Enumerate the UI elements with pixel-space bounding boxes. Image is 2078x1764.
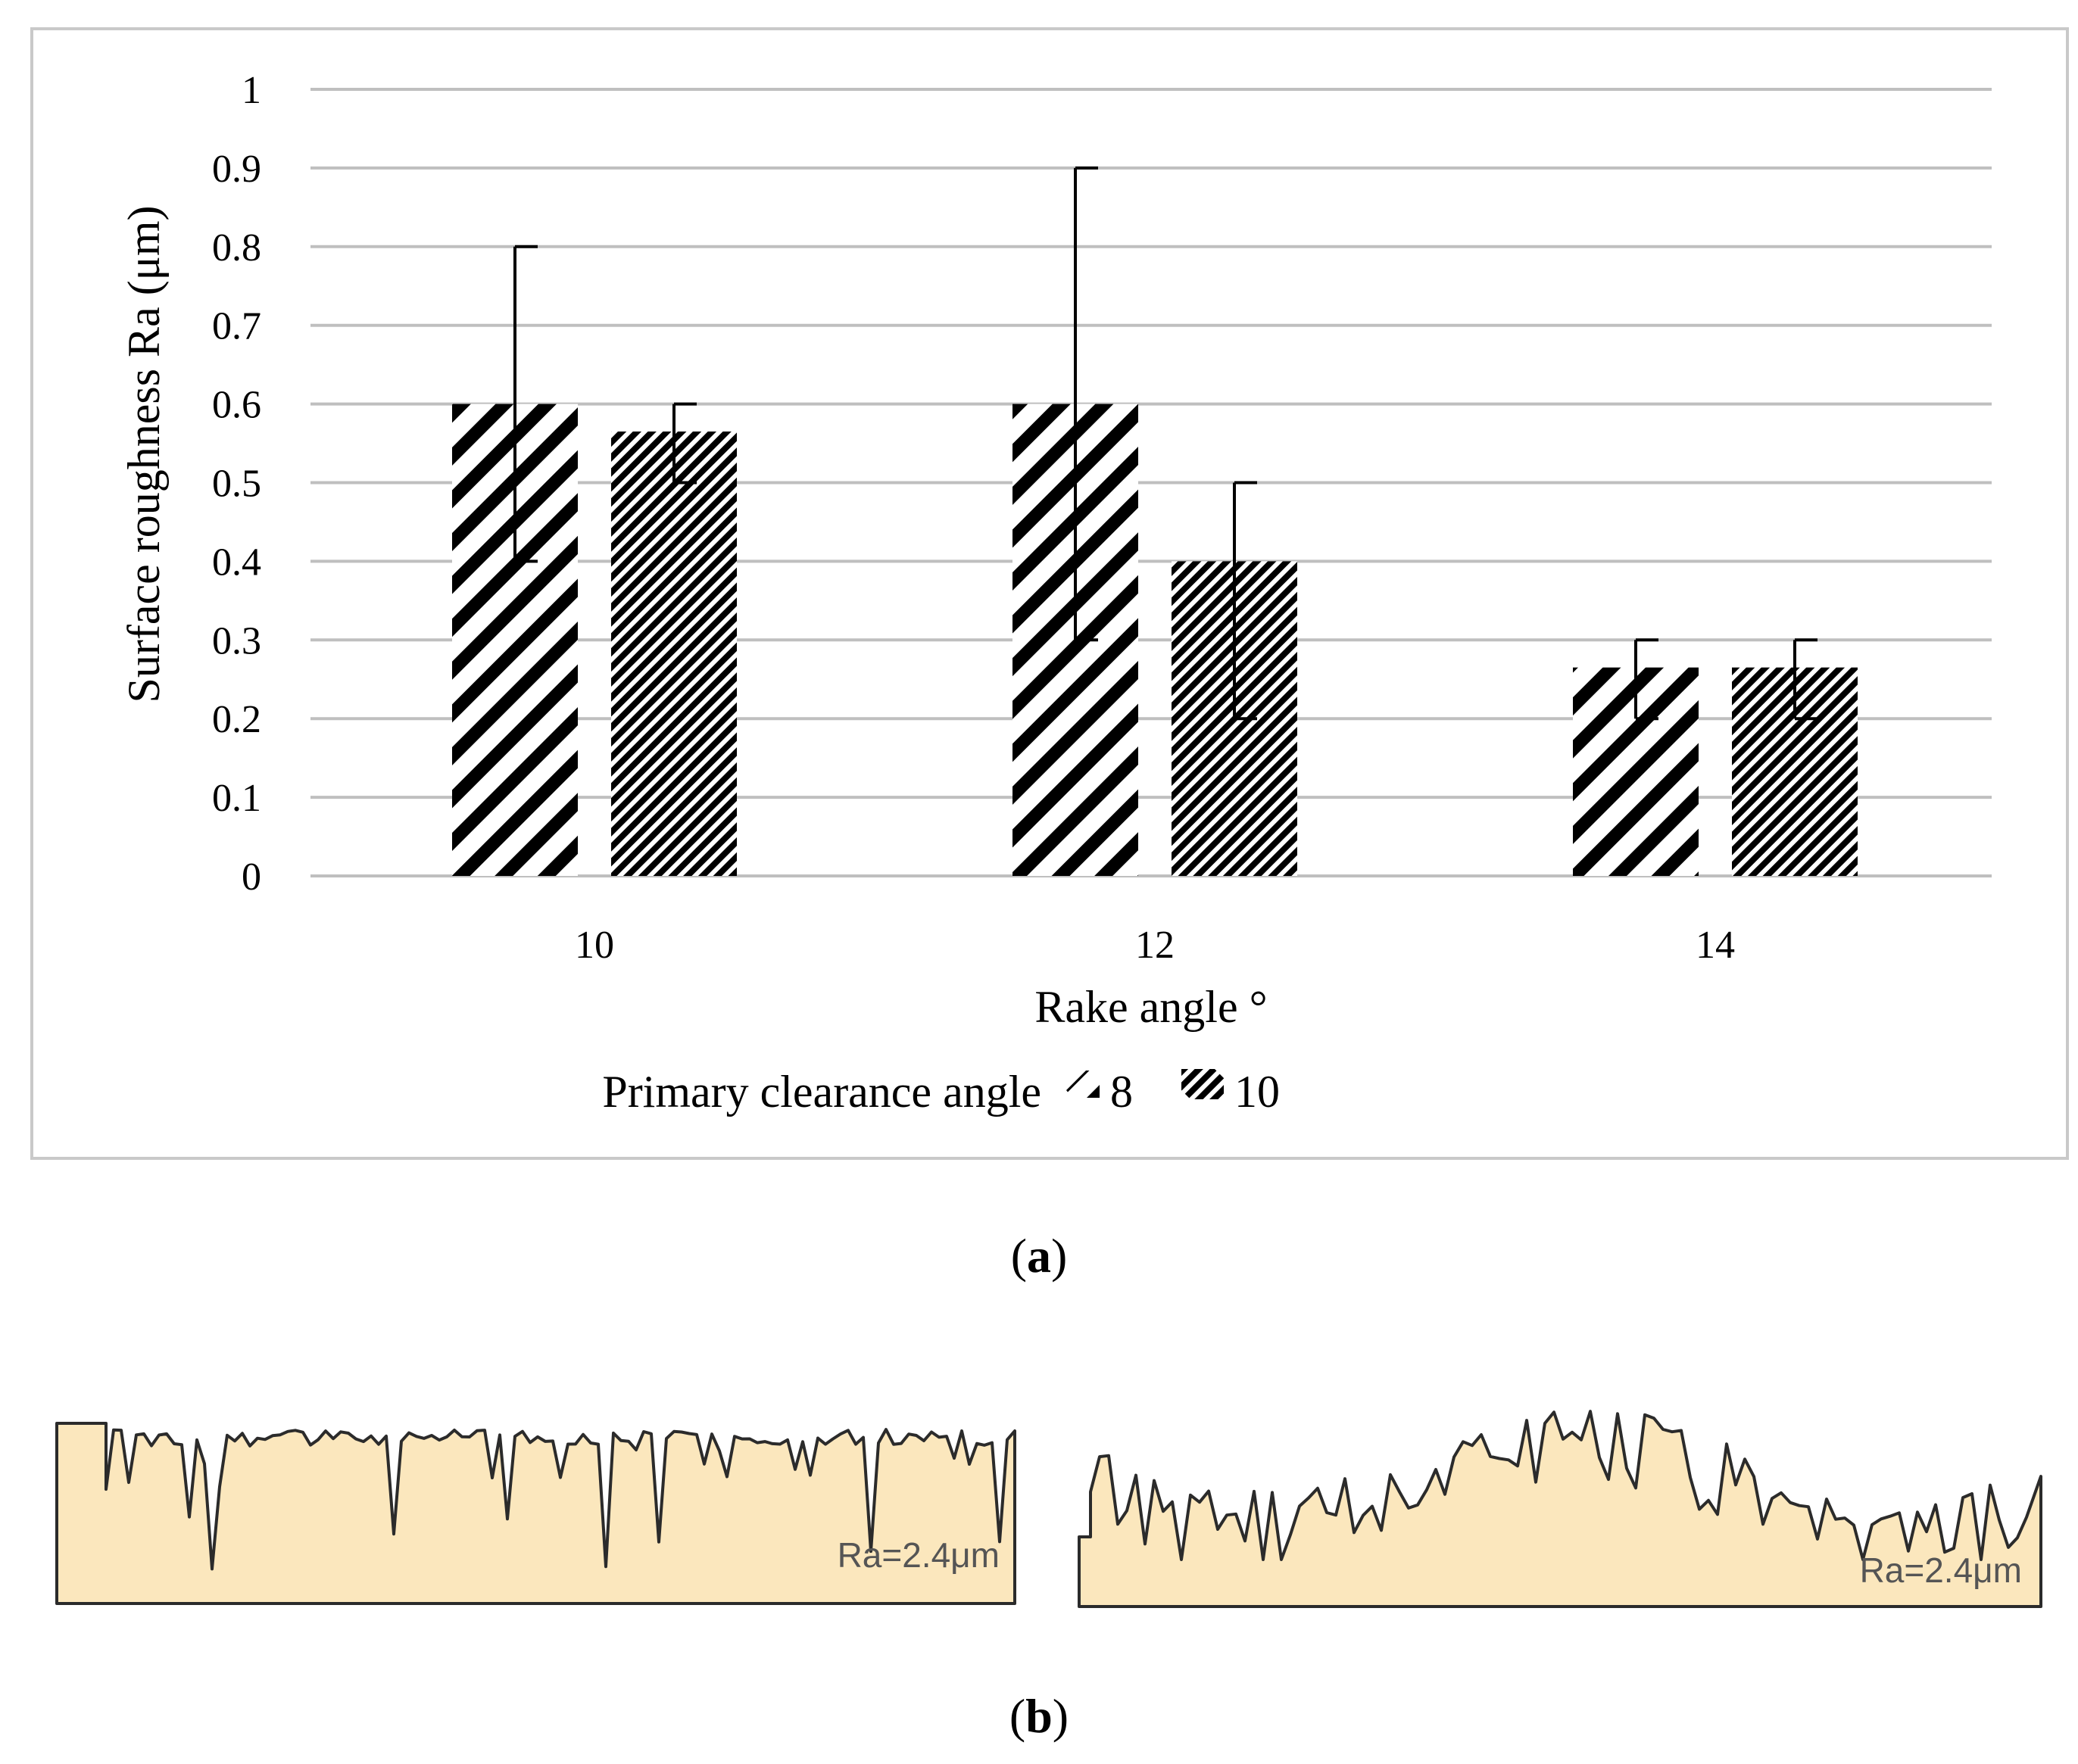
x-axis-title: Rake angle °	[1034, 982, 1267, 1032]
profile-right-ra-label: Ra=2.4μm	[1860, 1551, 2022, 1590]
y-tick-label: 0.8	[212, 226, 261, 270]
caption-b-close: )	[1053, 1689, 1069, 1743]
caption-a: (a)	[1011, 1229, 1068, 1282]
caption-b-open: (	[1009, 1689, 1025, 1743]
legend-label-10: 10	[1234, 1067, 1280, 1117]
y-tick-label: 0.9	[212, 148, 261, 191]
surface-profile-left	[55, 1422, 1016, 1605]
legend: Primary clearance angle 8 10	[602, 1067, 1280, 1117]
profile-left-ra-label: Ra=2.4μm	[838, 1535, 1000, 1575]
grid-lines	[310, 88, 1992, 877]
y-tick-label: 0	[242, 856, 261, 899]
caption-b-letter: b	[1025, 1689, 1053, 1743]
caption-b: (b)	[1009, 1689, 1069, 1743]
y-tick-label: 0.1	[212, 777, 261, 820]
x-tick-labels: 10 12 14	[575, 924, 1735, 967]
caption-a-close: )	[1051, 1229, 1067, 1282]
surface-profiles: Ra=2.4μm Ra=2.4μm	[55, 1410, 2042, 1608]
legend-label-8: 8	[1110, 1067, 1133, 1117]
y-tick-label: 0.3	[212, 619, 261, 662]
bar-chart: 0 0.1 0.2 0.3 0.4 0.5 0.6 0.7 0.8 0.9 1 10 12 14 Sur…	[119, 69, 1992, 1117]
y-tick-label: 0.7	[212, 305, 261, 348]
caption-a-letter: a	[1027, 1229, 1051, 1282]
y-tick-label: 0.4	[212, 541, 261, 584]
legend-swatch-10	[1181, 1069, 1224, 1099]
y-tick-label: 1	[242, 69, 261, 112]
surface-profile-right	[1078, 1410, 2042, 1608]
caption-a-open: (	[1011, 1229, 1027, 1282]
error-bars	[513, 166, 1817, 721]
x-tick-label: 10	[575, 924, 614, 967]
legend-swatch-8	[1066, 1071, 1100, 1098]
y-axis-title: Surface roughness Ra (μm)	[119, 206, 169, 703]
y-tick-label: 0.2	[212, 698, 261, 741]
y-tick-label: 0.6	[212, 384, 261, 427]
legend-title: Primary clearance angle	[602, 1067, 1041, 1117]
x-tick-label: 12	[1135, 924, 1175, 967]
y-tick-labels: 0 0.1 0.2 0.3 0.4 0.5 0.6 0.7 0.8 0.9 1	[212, 69, 261, 899]
x-tick-label: 14	[1696, 924, 1735, 967]
y-tick-label: 0.5	[212, 463, 261, 506]
bar-10-10	[611, 431, 737, 876]
